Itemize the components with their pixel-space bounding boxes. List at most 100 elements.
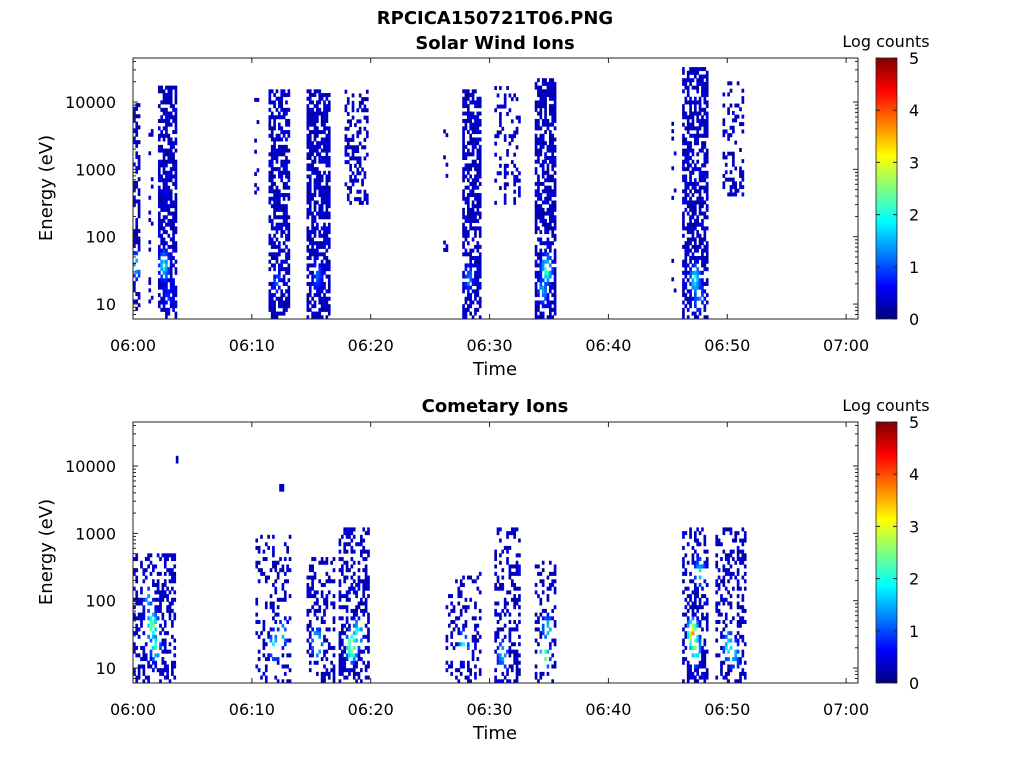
spectrogram-cell [541, 78, 545, 83]
spectrogram-cell [157, 285, 161, 290]
spectrogram-cell [736, 642, 740, 647]
spectrogram-cell [135, 594, 139, 599]
spectrogram-cell [727, 92, 730, 97]
spectrogram-cell [698, 237, 702, 242]
spectrogram-cell [162, 118, 166, 123]
spectrogram-cell [325, 200, 329, 205]
spectrogram-cell [729, 549, 733, 554]
spectrogram-cell [698, 111, 702, 116]
spectrogram-cell [344, 104, 348, 109]
spectrogram-cell [338, 631, 342, 636]
spectrogram-cell [166, 553, 169, 558]
spectrogram-cell [739, 620, 742, 625]
spectrogram-cell [338, 638, 342, 643]
spectrogram-cell [469, 133, 473, 138]
spectrogram-cell [539, 634, 543, 639]
spectrogram-cell [503, 623, 507, 628]
spectrogram-cell [546, 167, 550, 172]
spectrogram-cell [165, 289, 168, 294]
spectrogram-cell [698, 126, 702, 131]
spectrogram-cell [496, 104, 500, 109]
spectrogram-cell [693, 668, 697, 673]
spectrogram-cell [354, 174, 357, 179]
spectrogram-cell [313, 285, 317, 290]
spectrogram-cell [165, 115, 168, 120]
spectrogram-cell [474, 178, 477, 183]
spectrogram-cell [287, 118, 291, 123]
spectrogram-cell [311, 579, 314, 584]
spectrogram-cell [338, 653, 342, 658]
spectrogram-cell [546, 89, 550, 94]
spectrogram-cell [282, 222, 286, 227]
spectrogram-cell [167, 252, 171, 257]
spectrogram-cell [144, 675, 148, 680]
spectrogram-cell [689, 189, 692, 194]
spectrogram-cell [278, 248, 281, 253]
spectrogram-cell [268, 259, 272, 264]
spectrogram-cell [330, 560, 333, 565]
spectrogram-cell [340, 668, 344, 673]
spectrogram-cell [682, 148, 685, 153]
spectrogram-cell [308, 590, 312, 595]
spectrogram-cell [693, 237, 697, 242]
spectrogram-cell [323, 93, 326, 98]
spectrogram-cell [546, 274, 550, 279]
y-tick-label: 100 [85, 228, 116, 247]
spectrogram-cell [462, 226, 465, 231]
spectrogram-cell [162, 111, 166, 116]
spectrogram-cell [510, 642, 514, 647]
spectrogram-cell [548, 204, 552, 209]
spectrogram-cell [133, 184, 136, 189]
spectrogram-cell [705, 259, 709, 264]
spectrogram-cell [270, 170, 274, 175]
spectrogram-cell [135, 679, 139, 684]
spectrogram-cell [701, 93, 704, 98]
spectrogram-cell [325, 597, 329, 602]
spectrogram-cell [476, 289, 480, 294]
spectrogram-cell [696, 233, 700, 238]
spectrogram-cell [689, 671, 692, 676]
spectrogram-cell [163, 594, 167, 599]
spectrogram-cell [316, 104, 319, 109]
spectrogram-cell [160, 278, 164, 283]
spectrogram-cell [311, 296, 314, 301]
spectrogram-cell [686, 586, 690, 591]
spectrogram-cell [360, 638, 363, 643]
spectrogram-cell [351, 100, 355, 105]
spectrogram-cell [703, 178, 707, 183]
colorbar-label: Log counts [842, 396, 929, 415]
spectrogram-cell [462, 133, 465, 138]
spectrogram-cell [494, 582, 497, 587]
spectrogram-cell [167, 296, 171, 301]
spectrogram-cell [163, 564, 167, 569]
spectrogram-cell [157, 148, 161, 153]
spectrogram-cell [313, 133, 317, 138]
spectrogram-cell [506, 149, 509, 153]
spectrogram-cell [268, 159, 272, 164]
spectrogram-cell [464, 267, 468, 272]
spectrogram-cell [462, 130, 465, 135]
spectrogram-cell [313, 557, 317, 562]
spectrogram-cell [308, 118, 312, 123]
spectrogram-cell [171, 664, 174, 669]
spectrogram-cell [551, 679, 555, 684]
spectrogram-cell [306, 237, 310, 242]
spectrogram-cell [534, 289, 538, 294]
spectrogram-cell [276, 679, 280, 684]
spectrogram-cell [466, 252, 470, 257]
spectrogram-cell [546, 237, 550, 242]
spectrogram-cell [464, 167, 468, 172]
spectrogram-cell [474, 233, 477, 238]
spectrogram-cell [464, 96, 468, 101]
spectrogram-cell [142, 664, 146, 669]
spectrogram-cell [471, 185, 475, 190]
spectrogram-cell [518, 186, 521, 191]
spectrogram-cell [466, 93, 470, 98]
spectrogram-cell [268, 178, 272, 183]
spectrogram-cell [548, 627, 552, 632]
spectrogram-cell [274, 586, 278, 591]
spectrogram-cell [325, 267, 329, 272]
spectrogram-cell [135, 277, 139, 282]
spectrogram-cell [703, 281, 707, 286]
spectrogram-cell [553, 81, 557, 86]
